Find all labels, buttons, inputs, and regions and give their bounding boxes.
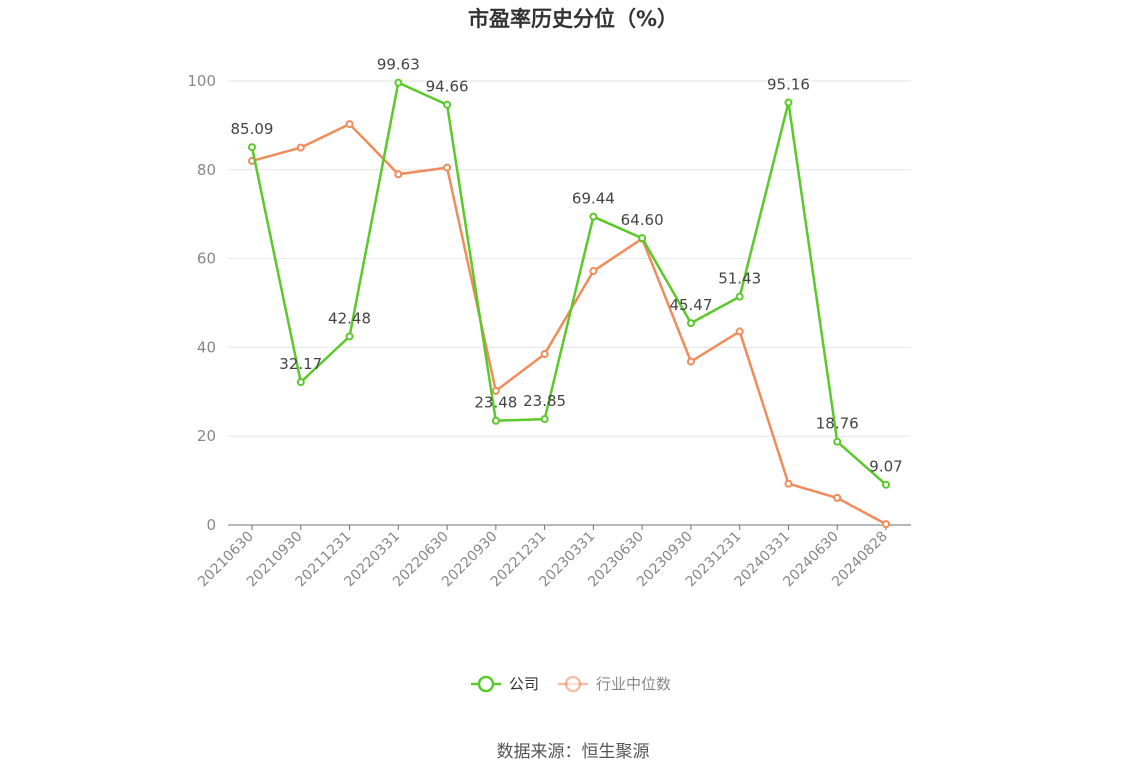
legend-marker: [564, 675, 582, 693]
data-point: [540, 415, 549, 424]
legend-marker: [477, 675, 495, 693]
legend[interactable]: 公司 行业中位数: [471, 675, 671, 693]
data-point: [394, 170, 403, 179]
y-tick-label: 80: [197, 161, 216, 179]
chart-title: 市盈率历史分位（%）: [468, 7, 678, 31]
data-point: [491, 386, 500, 395]
data-label: 45.47: [669, 296, 712, 314]
data-point: [686, 319, 695, 328]
source-note: 数据来源：恒生聚源: [497, 742, 650, 762]
data-point: [443, 100, 452, 109]
y-tick-label: 40: [197, 338, 216, 356]
data-point: [345, 332, 354, 341]
legend-label: 公司: [509, 675, 539, 693]
data-label: 23.48: [474, 394, 517, 412]
data-point: [638, 234, 647, 243]
data-labels: 85.09 32.17 42.48 99.63 94.66 23.48 23.85 69.44…: [231, 56, 903, 476]
data-point: [882, 480, 890, 489]
data-label: 23.85: [523, 392, 566, 410]
data-label: 18.76: [816, 415, 859, 433]
data-point: [784, 98, 793, 107]
data-point: [296, 378, 305, 387]
legend-item[interactable]: 公司: [471, 675, 539, 693]
data-point: [784, 479, 793, 488]
data-point: [540, 350, 549, 359]
data-point: [833, 493, 842, 502]
data-point: [491, 416, 500, 425]
data-label: 51.43: [718, 270, 761, 288]
data-label: 95.16: [767, 75, 810, 93]
data-label: 32.17: [279, 355, 322, 373]
series-line-company: [250, 81, 887, 486]
data-point: [589, 212, 598, 221]
y-tick-label: 0: [206, 516, 216, 534]
data-point: [589, 267, 598, 276]
data-point: [394, 78, 403, 87]
data-point: [345, 120, 354, 129]
legend-item[interactable]: 行业中位数: [558, 675, 671, 693]
series-line-industry-median: [251, 122, 887, 526]
data-point: [833, 437, 842, 446]
data-point: [882, 520, 890, 529]
y-tick-label: 60: [197, 250, 216, 268]
data-label: 64.60: [621, 211, 664, 229]
data-point: [686, 357, 695, 366]
data-label: 9.07: [869, 458, 902, 476]
data-point: [735, 327, 744, 336]
data-point: [443, 163, 452, 172]
data-point: [296, 143, 305, 152]
data-label: 85.09: [231, 120, 274, 138]
data-point: [735, 292, 744, 301]
x-axis: 2021063020210930202112312022033120220630…: [195, 524, 911, 590]
data-label: 69.44: [572, 190, 615, 208]
y-tick-label: 20: [197, 427, 216, 445]
y-tick-label: 100: [187, 72, 216, 90]
data-label: 94.66: [426, 78, 469, 96]
data-label: 99.63: [377, 56, 420, 74]
series-layer: [248, 78, 890, 529]
legend-label: 行业中位数: [596, 675, 671, 693]
data-label: 42.48: [328, 309, 371, 327]
y-axis: 0 20 40 60 80 100: [187, 72, 216, 534]
data-point: [248, 143, 256, 152]
